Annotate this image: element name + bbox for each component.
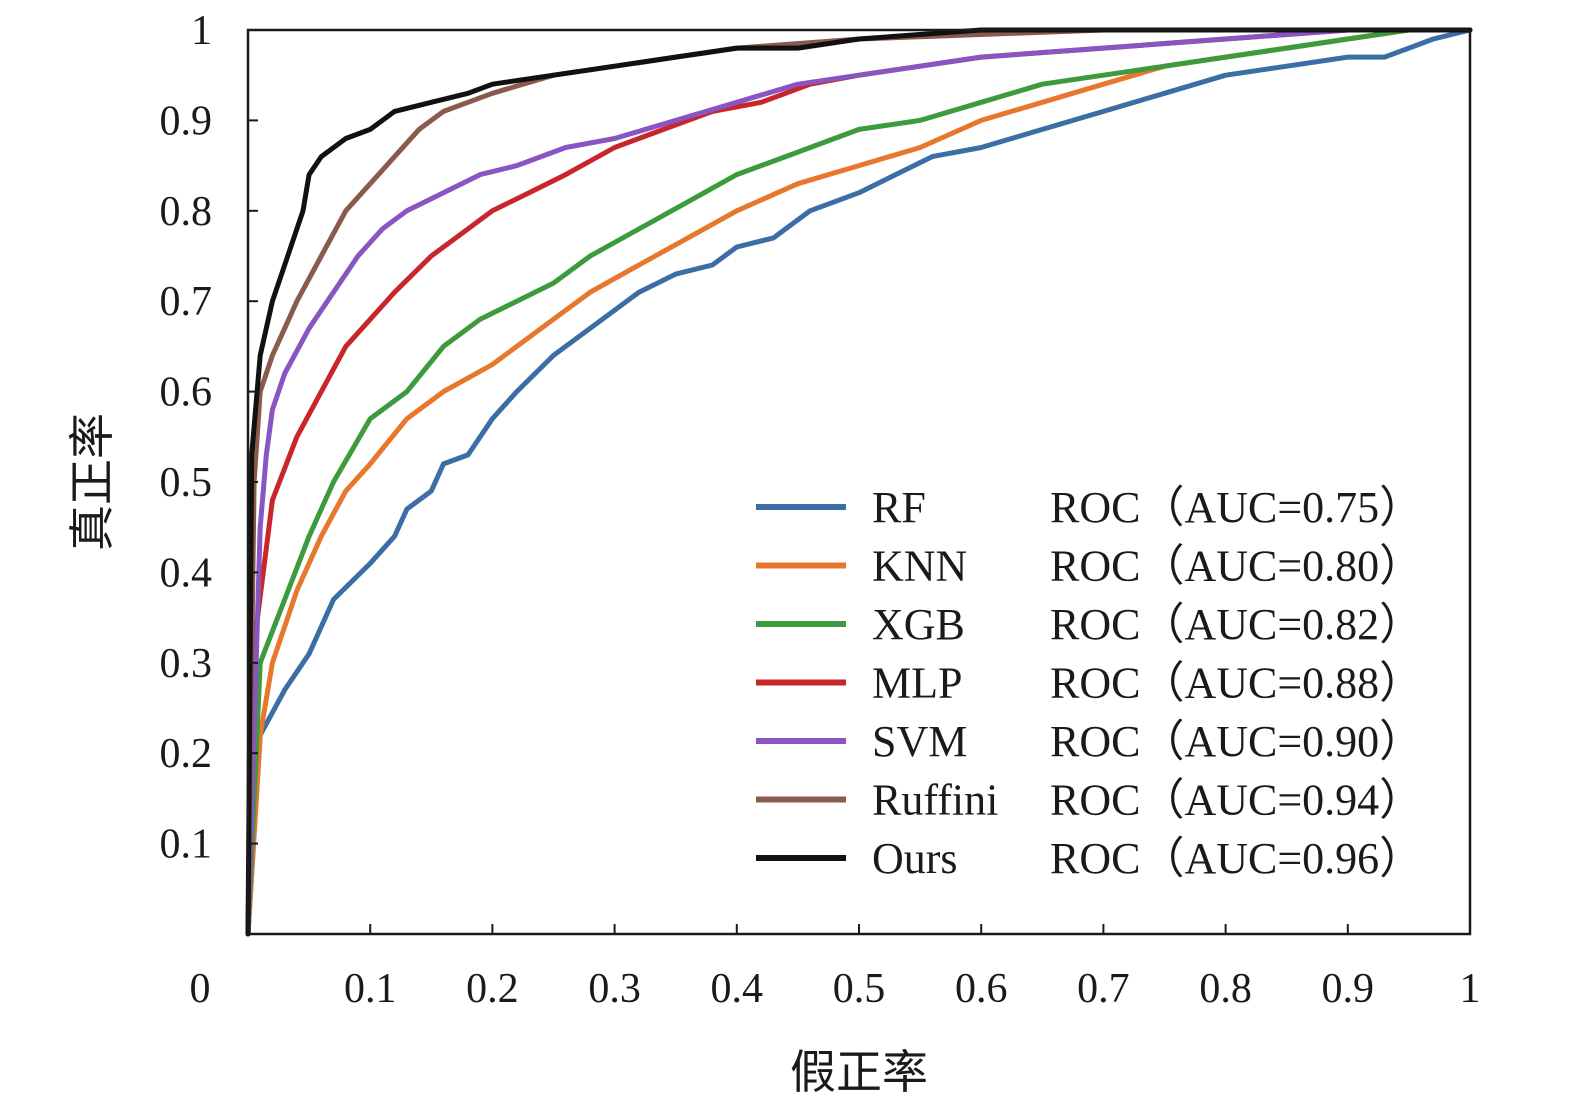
y-tick-label: 1 [191, 8, 212, 54]
series-lines [245, 27, 1473, 937]
legend-name-knn: KNN [872, 542, 967, 591]
y-tick-label: 0.2 [160, 731, 213, 777]
legend-name-rf: RF [872, 483, 926, 532]
y-tick-label: 0.5 [160, 460, 213, 506]
y-tick-label: 0.9 [160, 98, 213, 144]
series-line-rf [245, 27, 1473, 937]
y-tick-label: 0.8 [160, 189, 213, 235]
legend-label-xgb: ROC（AUC=0.82） [1050, 600, 1423, 649]
legend-name-xgb: XGB [872, 600, 965, 649]
x-tick-label: 0.5 [833, 966, 886, 1012]
x-tick-label: 0.2 [466, 966, 519, 1012]
axis-ticks [248, 119, 1349, 934]
x-axis-title: 假正率 [790, 1045, 928, 1099]
legend-label-svm: ROC（AUC=0.90） [1050, 717, 1423, 766]
x-tick-label: 0.1 [344, 966, 397, 1012]
x-tick-label: 1 [1460, 966, 1481, 1012]
x-tick-label: 0 [190, 966, 211, 1012]
x-tick-label: 0.9 [1322, 966, 1375, 1012]
legend-label-ours: ROC（AUC=0.96） [1050, 834, 1423, 883]
y-tick-label: 0.4 [160, 550, 213, 596]
series-line-ruffini [245, 27, 1473, 937]
x-tick-label: 0.6 [955, 966, 1008, 1012]
legend-label-ruffini: ROC（AUC=0.94） [1050, 776, 1423, 825]
x-tick-label: 0.4 [711, 966, 764, 1012]
legend-label-knn: ROC（AUC=0.80） [1050, 542, 1423, 591]
y-tick-label: 0.3 [160, 641, 213, 687]
x-tick-label: 0.7 [1077, 966, 1130, 1012]
series-line-xgb [245, 27, 1473, 937]
legend-name-svm: SVM [872, 717, 967, 766]
y-tick-label: 0.6 [160, 370, 213, 416]
x-tick-label: 0.8 [1199, 966, 1252, 1012]
x-tick-label: 0.3 [588, 966, 641, 1012]
legend-name-mlp: MLP [872, 659, 962, 708]
legend: RF ROC（AUC=0.75） KNN ROC（AUC=0.80） XGB ROC（AU… [756, 483, 1423, 883]
y-tick-label: 0.1 [160, 822, 213, 868]
legend-label-mlp: ROC（AUC=0.88） [1050, 659, 1423, 708]
legend-label-rf: ROC（AUC=0.75） [1050, 483, 1423, 532]
axis-tick-labels: 0 0.1 0.2 0.3 0.4 0.5 0.6 0.7 0.8 0.9 1 0.1 0.2 0.3 0.… [160, 8, 1481, 1012]
y-axis-title: 真正率 [65, 413, 119, 551]
legend-name-ruffini: Ruffini [872, 776, 998, 825]
y-tick-label: 0.7 [160, 279, 213, 325]
series-line-svm [245, 27, 1473, 937]
legend-name-ours: Ours [872, 834, 958, 883]
